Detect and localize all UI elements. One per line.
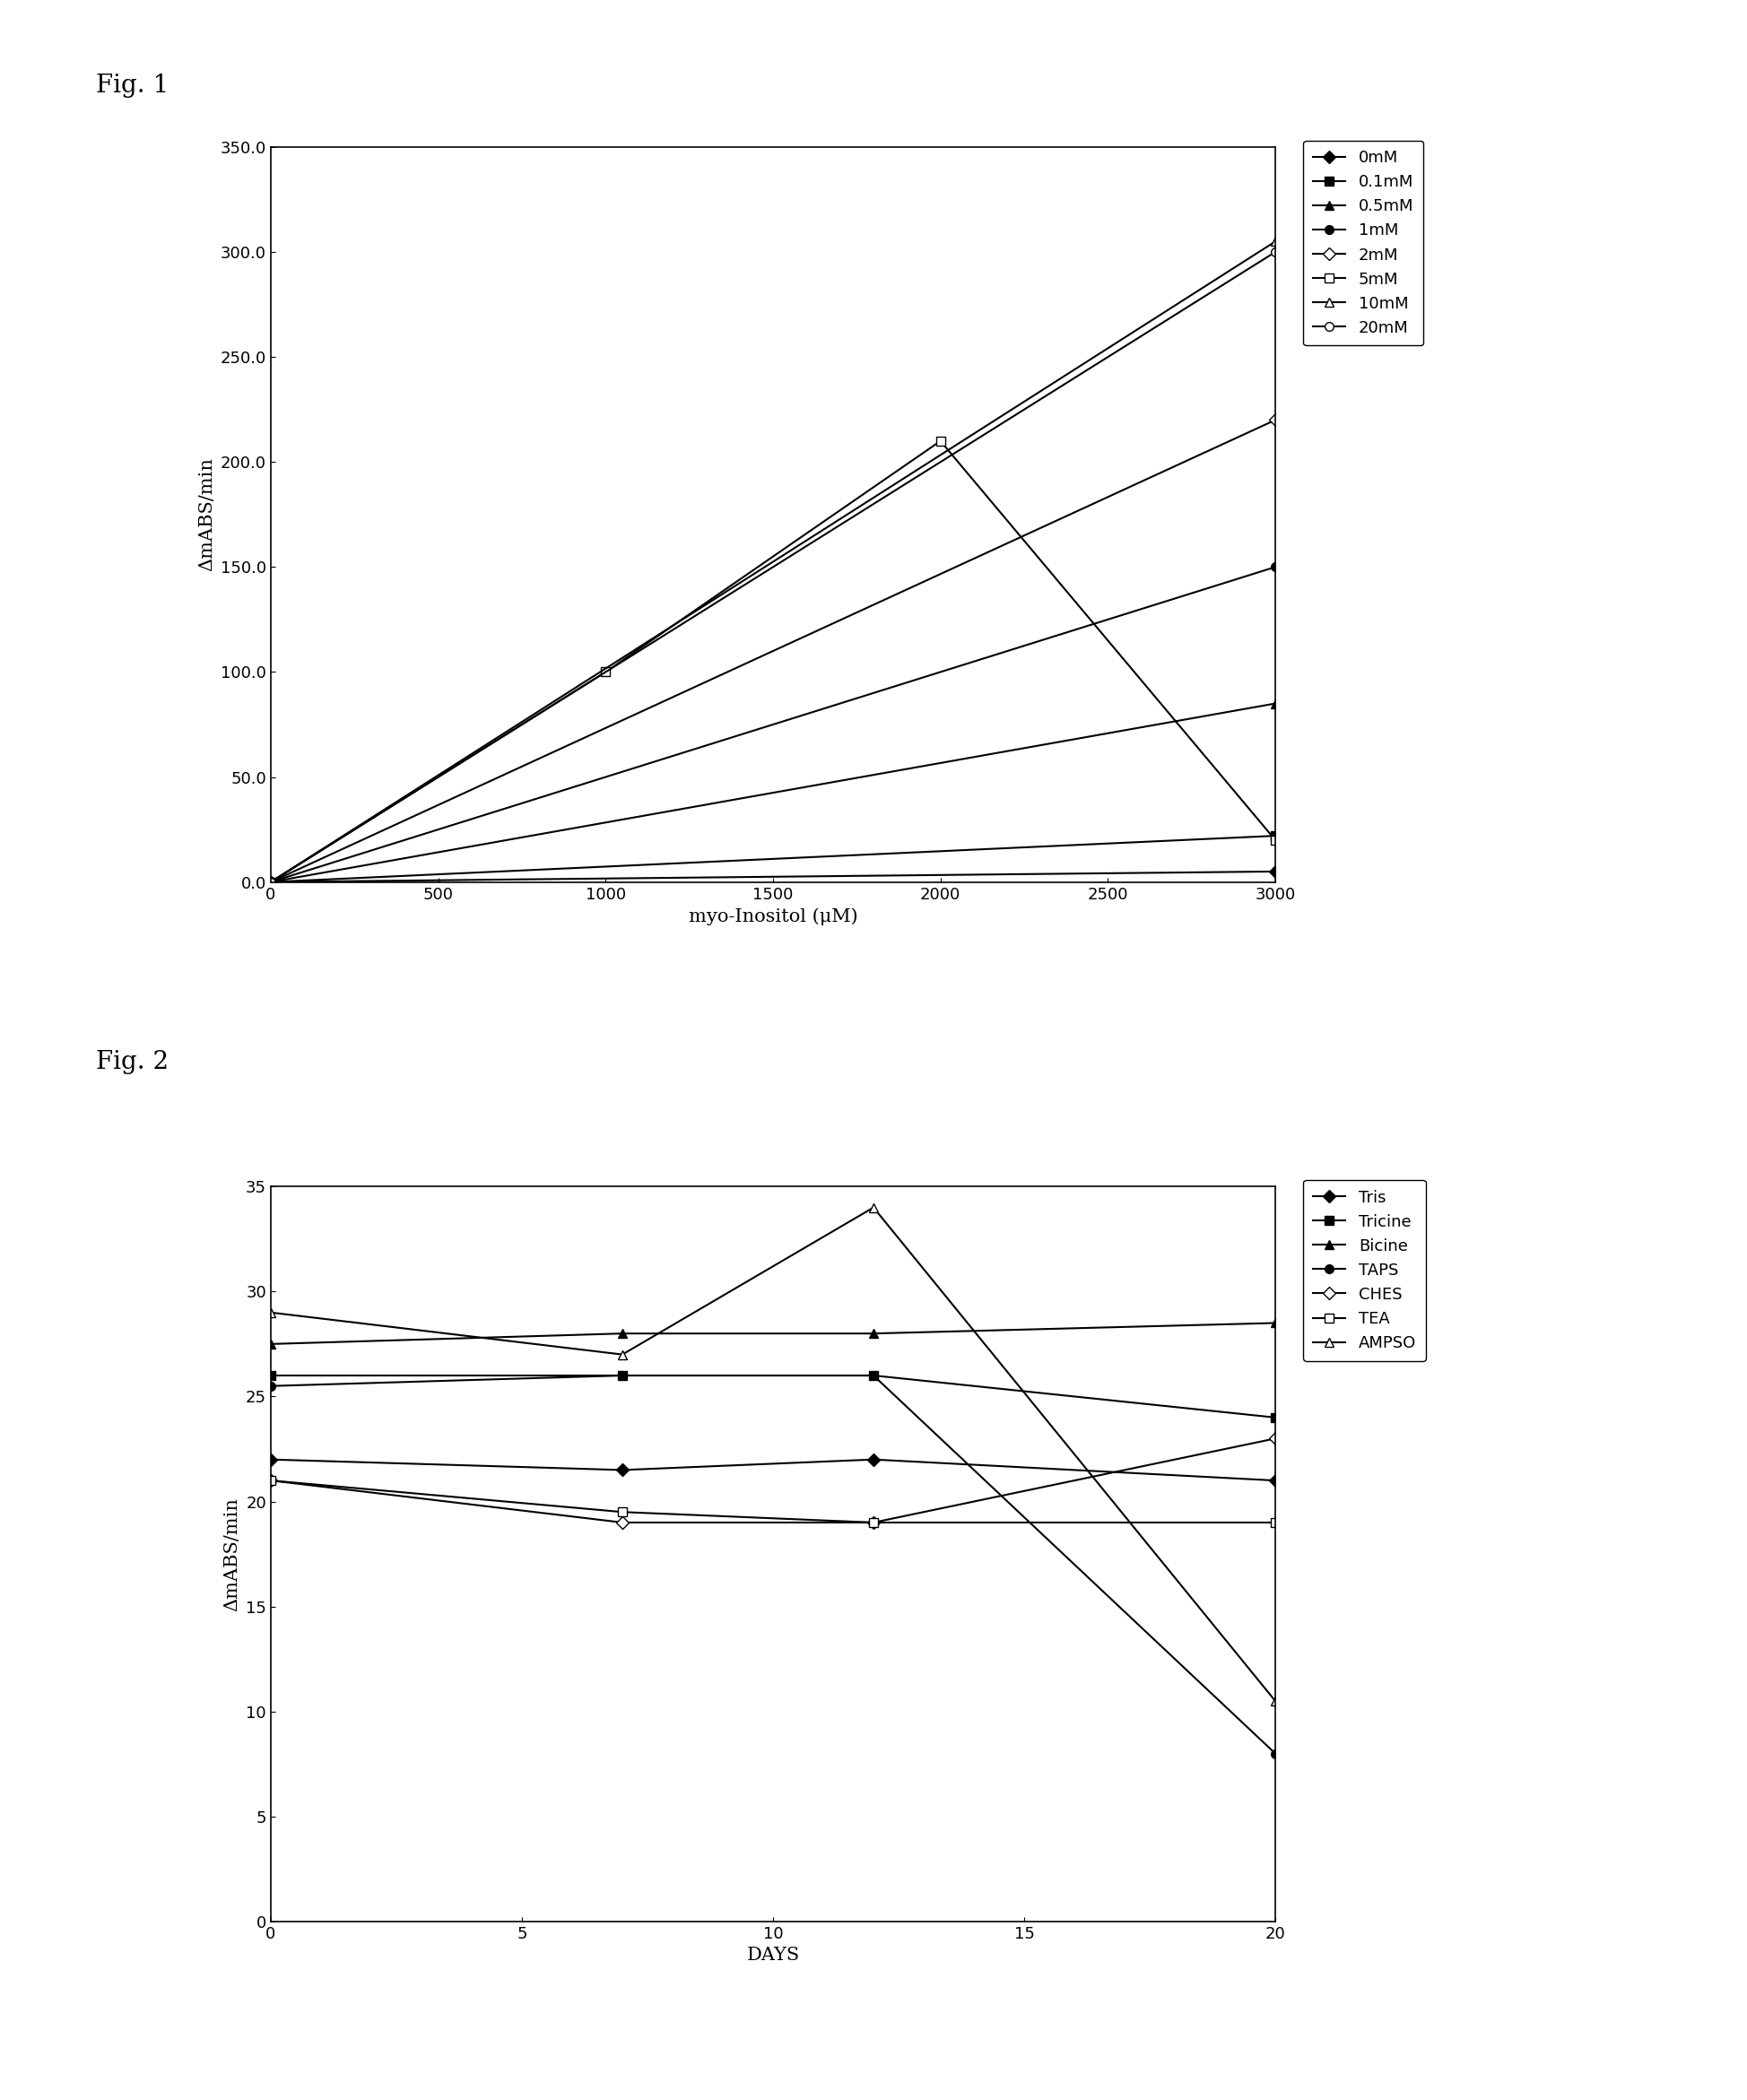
TAPS [611,1363,632,1388]
Line: AMPSO: AMPSO [267,1203,1279,1705]
Tricine [863,1363,884,1388]
TAPS [863,1363,884,1388]
5mM [1265,827,1286,853]
TEA [611,1499,632,1525]
AMPSO [611,1342,632,1367]
Tris [1265,1468,1286,1493]
Bicine [260,1331,281,1357]
Bicine [1265,1310,1286,1336]
Text: Fig. 2: Fig. 2 [96,1050,169,1075]
Line: 5mM: 5mM [267,437,1279,886]
CHES [1265,1426,1286,1451]
TEA [863,1510,884,1535]
CHES [260,1468,281,1493]
Line: Tricine: Tricine [267,1371,1279,1422]
Line: TAPS: TAPS [267,1371,1279,1758]
AMPSO [863,1195,884,1220]
Tricine [260,1363,281,1388]
TEA [260,1468,281,1493]
Tricine [1265,1405,1286,1430]
X-axis label: DAYS: DAYS [746,1947,800,1964]
Y-axis label: ΔmABS/min: ΔmABS/min [199,458,215,571]
5mM [260,869,281,895]
Tris [863,1447,884,1472]
CHES [863,1510,884,1535]
Tricine [611,1363,632,1388]
Line: TEA: TEA [267,1476,1279,1527]
Text: Fig. 1: Fig. 1 [96,74,169,99]
TAPS [1265,1741,1286,1766]
Bicine [863,1321,884,1346]
Legend: 0mM, 0.1mM, 0.5mM, 1mM, 2mM, 5mM, 10mM, 20mM: 0mM, 0.1mM, 0.5mM, 1mM, 2mM, 5mM, 10mM, … [1303,141,1424,347]
CHES [611,1510,632,1535]
Tris [260,1447,281,1472]
TAPS [260,1373,281,1399]
Line: Tris: Tris [267,1455,1279,1485]
AMPSO [260,1300,281,1325]
AMPSO [1265,1688,1286,1714]
Bicine [611,1321,632,1346]
Y-axis label: ΔmABS/min: ΔmABS/min [224,1497,241,1611]
5mM [929,428,950,454]
Line: Bicine: Bicine [267,1319,1279,1348]
5mM [596,659,617,685]
Line: CHES: CHES [267,1434,1279,1527]
Tris [611,1457,632,1483]
X-axis label: myo-Inositol (μM): myo-Inositol (μM) [688,907,858,926]
TEA [1265,1510,1286,1535]
Legend: Tris, Tricine, Bicine, TAPS, CHES, TEA, AMPSO: Tris, Tricine, Bicine, TAPS, CHES, TEA, … [1303,1180,1426,1361]
